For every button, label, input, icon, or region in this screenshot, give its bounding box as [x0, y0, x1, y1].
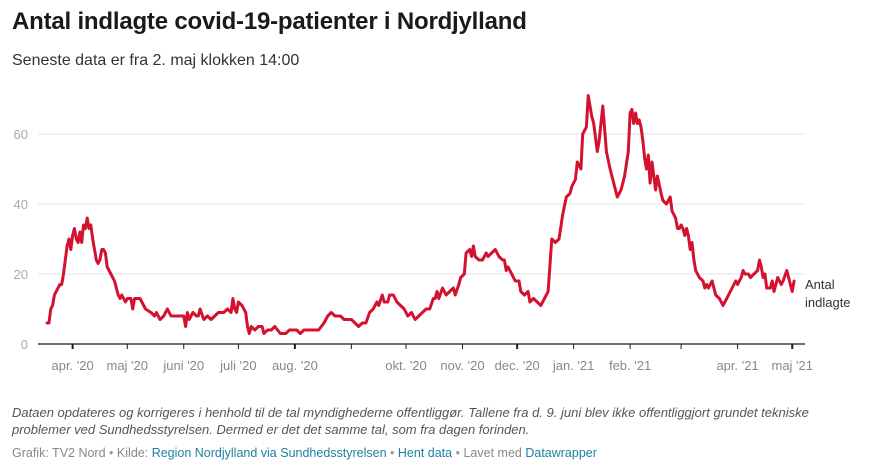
- series-line: [45, 94, 796, 335]
- series-label: Antal: [805, 277, 835, 292]
- x-axis: apr. '20 maj '20 juni '20 juli '20 aug. '20 o…: [38, 343, 813, 373]
- series-group: [45, 94, 796, 335]
- chart-title: Antal indlagte covid-19-patienter i Nord…: [12, 8, 527, 35]
- datawrapper-link[interactable]: Datawrapper: [525, 446, 597, 460]
- separator: •: [390, 446, 395, 460]
- y-tick-label: 60: [14, 127, 28, 142]
- separator: •: [109, 446, 114, 460]
- credit-kilde-label: Kilde:: [116, 446, 149, 460]
- y-tick-label: 0: [21, 337, 28, 352]
- separator: •: [455, 446, 460, 460]
- x-tick-label: nov. '20: [440, 358, 484, 373]
- x-tick-label: jan. '21: [552, 358, 595, 373]
- chart-notes: Dataen opdateres og korrigeres i henhold…: [12, 405, 809, 437]
- y-axis: 0 20 40 60: [14, 127, 28, 352]
- source-link[interactable]: Region Nordjylland via Sundhedsstyrelsen: [151, 446, 387, 460]
- gridlines: [38, 133, 805, 275]
- x-tick-label: juni '20: [162, 358, 204, 373]
- x-tick-label: dec. '20: [495, 358, 540, 373]
- x-tick-label: maj '20: [107, 358, 149, 373]
- x-tick-label: juli '20: [219, 358, 256, 373]
- chart-footer: Grafik: TV2 Nord • Kilde: Region Nordjyl…: [12, 446, 597, 460]
- series-label-group: Antal indlagte: [805, 277, 851, 310]
- credit-grafik: Grafik: TV2 Nord: [12, 446, 106, 460]
- x-tick-label: maj '21: [771, 358, 813, 373]
- series-label: indlagte: [805, 295, 851, 310]
- x-tick-label: apr. '21: [716, 358, 758, 373]
- x-tick-label: feb. '21: [609, 358, 651, 373]
- y-tick-label: 20: [14, 267, 28, 282]
- get-data-link[interactable]: Hent data: [397, 446, 453, 460]
- y-tick-label: 40: [14, 197, 28, 212]
- x-tick-label: okt. '20: [385, 358, 427, 373]
- chart-subtitle: Seneste data er fra 2. maj klokken 14:00: [12, 52, 300, 69]
- x-tick-label: apr. '20: [51, 358, 93, 373]
- x-tick-label: aug. '20: [272, 358, 318, 373]
- made-with-label: Lavet med: [463, 446, 522, 460]
